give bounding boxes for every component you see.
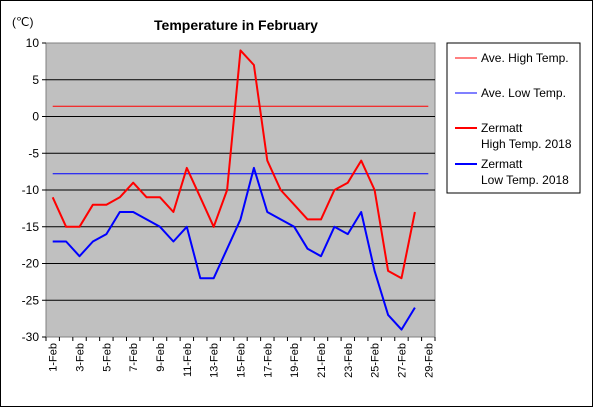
x-tick-label: 1-Feb (48, 343, 60, 372)
legend-box (446, 42, 581, 194)
y-tick-label: -15 (22, 220, 40, 234)
y-axis: 10 5 0 -5 -10 -15 -20 -25 -30 (22, 36, 46, 344)
x-tick-label: 17-Feb (262, 343, 274, 378)
series-line-3 (52, 166, 416, 331)
x-tick-label: 9-Feb (155, 343, 167, 372)
legend-label: Ave. High Temp. (481, 51, 569, 65)
y-tick-label: -20 (22, 257, 40, 271)
x-tick-label: 3-Feb (75, 343, 87, 372)
x-tick-label: 19-Feb (289, 343, 301, 378)
x-tick-label: 23-Feb (343, 343, 355, 378)
legend-label: Low Temp. 2018 (481, 173, 569, 187)
x-tick-label: 25-Feb (370, 343, 382, 378)
chart-title: Temperature in February (154, 17, 318, 33)
x-tick-label: 21-Feb (316, 343, 328, 378)
x-axis: 1-Feb 3-Feb 5-Feb 7-Feb 9-Feb 11-Feb 13-Feb 15-… (45, 337, 436, 378)
y-tick-label: -10 (22, 183, 40, 197)
x-tick-label: 5-Feb (101, 343, 113, 372)
y-tick-label: 0 (32, 110, 39, 124)
y-tick-label: -25 (22, 293, 40, 307)
x-tick-label: 29-Feb (423, 343, 435, 378)
legend-label: Zermatt (481, 121, 523, 135)
x-tick-label: 7-Feb (128, 343, 140, 372)
y-tick-label: 5 (32, 73, 39, 87)
x-tick-label: 11-Feb (182, 343, 194, 377)
series-layer (51, 49, 429, 331)
legend: Ave. High Temp. Ave. Low Temp. Zermatt High… (455, 51, 572, 187)
legend-label: Zermatt (481, 157, 523, 171)
legend-label: High Temp. 2018 (481, 137, 572, 151)
series-line-2 (51, 49, 416, 280)
x-tick-label: 15-Feb (236, 343, 248, 378)
y-tick-label: -30 (22, 330, 40, 344)
y-tick-label: 10 (26, 36, 40, 50)
y-tick-label: -5 (28, 146, 39, 160)
legend-label: Ave. Low Temp. (481, 86, 566, 100)
x-tick-label: 27-Feb (396, 343, 408, 378)
x-tick-label: 13-Feb (209, 343, 221, 378)
y-axis-unit: (℃) (12, 15, 33, 29)
